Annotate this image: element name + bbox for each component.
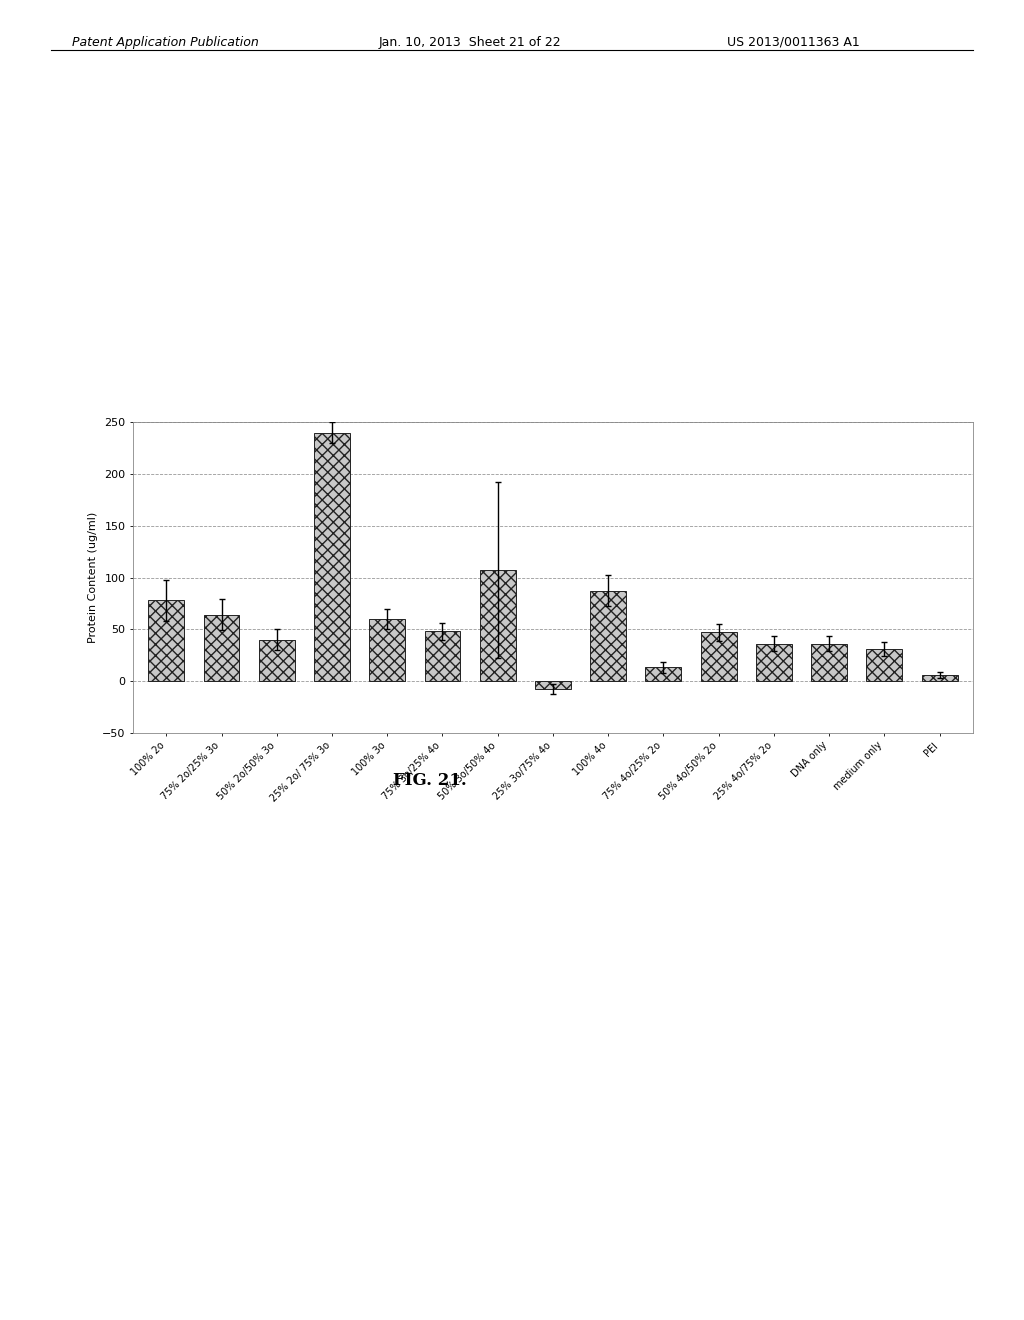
Bar	[922, 675, 957, 681]
Text: Patent Application Publication: Patent Application Publication	[72, 36, 258, 49]
Text: Jan. 10, 2013  Sheet 21 of 22: Jan. 10, 2013 Sheet 21 of 22	[379, 36, 561, 49]
Bar	[700, 632, 736, 681]
Y-axis label: Protein Content (ug/ml): Protein Content (ug/ml)	[88, 512, 98, 643]
Bar	[480, 570, 516, 681]
Bar	[866, 649, 902, 681]
Text: FIG. 21.: FIG. 21.	[393, 772, 467, 789]
Bar	[370, 619, 406, 681]
Bar	[756, 644, 792, 681]
Bar	[535, 681, 571, 689]
Bar	[425, 631, 461, 681]
Bar	[204, 615, 240, 681]
Bar	[148, 601, 184, 681]
Bar	[590, 591, 626, 681]
Bar	[314, 433, 350, 681]
Text: US 2013/0011363 A1: US 2013/0011363 A1	[727, 36, 860, 49]
Bar	[645, 668, 681, 681]
Bar	[811, 644, 847, 681]
Bar	[259, 639, 295, 681]
